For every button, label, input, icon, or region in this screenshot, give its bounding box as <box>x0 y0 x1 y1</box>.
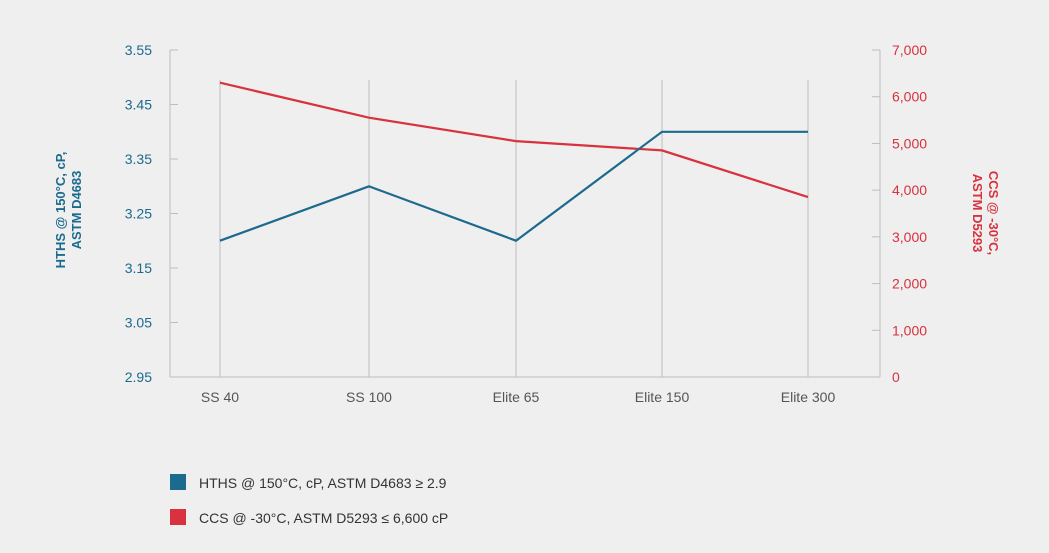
left-tick-label: 3.45 <box>125 97 152 113</box>
series-layer <box>219 81 809 242</box>
left-tick-label: 3.25 <box>125 206 152 222</box>
right-tick-label: 0 <box>892 369 900 385</box>
x-tick-label: SS 40 <box>201 389 239 405</box>
left-tick-label: 3.35 <box>125 151 152 167</box>
left-tick-label: 3.05 <box>125 315 152 331</box>
series-line-hths <box>219 130 808 242</box>
left-axis-title-line1: HTHS @ 150°C, cP, <box>53 152 68 269</box>
right-tick-label: 6,000 <box>892 89 927 105</box>
right-tick-label: 3,000 <box>892 229 927 245</box>
left-tick-label: 3.15 <box>125 260 152 276</box>
left-axis-title-line2: ASTM D4683 <box>69 171 84 250</box>
right-axis-title-line2: ASTM D5293 <box>970 174 985 253</box>
right-tick-label: 4,000 <box>892 182 927 198</box>
legend: HTHS @ 150°C, cP, ASTM D4683 ≥ 2.9 CCS @… <box>170 474 448 526</box>
axes-layer: SS 40 SS 100 Elite 65 Elite 150 Elite 300 2.9… <box>125 42 927 405</box>
legend-swatch-ccs <box>170 509 186 525</box>
right-tick-label: 5,000 <box>892 135 927 151</box>
legend-swatch-hths <box>170 474 186 490</box>
left-tick-label: 2.95 <box>125 369 152 385</box>
x-tick-label: Elite 65 <box>493 389 540 405</box>
x-tick-label: Elite 150 <box>635 389 690 405</box>
legend-label-ccs: CCS @ -30°C, ASTM D5293 ≤ 6,600 cP <box>199 510 448 526</box>
series-line-ccs <box>219 81 809 199</box>
grid-layer <box>219 80 809 377</box>
right-tick-label: 2,000 <box>892 276 927 292</box>
legend-label-hths: HTHS @ 150°C, cP, ASTM D4683 ≥ 2.9 <box>199 475 447 491</box>
x-tick-label: Elite 300 <box>781 389 836 405</box>
right-axis-title-line1: CCS @ -30°C, <box>986 171 1001 255</box>
left-tick-label: 3.55 <box>125 42 152 58</box>
right-tick-label: 1,000 <box>892 322 927 338</box>
right-tick-label: 7,000 <box>892 42 927 58</box>
x-tick-label: SS 100 <box>346 389 392 405</box>
